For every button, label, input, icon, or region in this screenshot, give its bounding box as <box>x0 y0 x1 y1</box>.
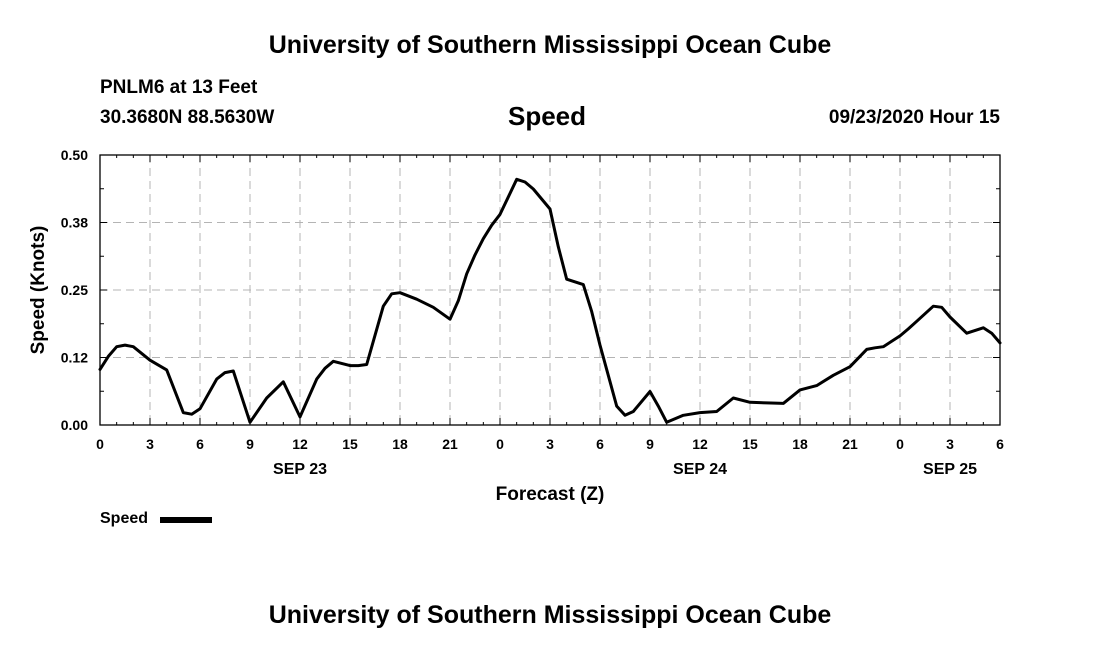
x-tick-label: 3 <box>146 436 154 452</box>
top-title: University of Southern Mississippi Ocean… <box>268 31 832 59</box>
axis-ticks <box>99 154 1001 426</box>
coordinates-label: 30.3680N 88.5630W <box>100 107 275 128</box>
forecast-datetime: 09/23/2020 Hour 15 <box>828 107 1000 128</box>
legend-label: Speed <box>100 510 149 527</box>
y-tick-label: 0.38 <box>61 215 88 231</box>
x-tick-label: 6 <box>196 436 204 452</box>
x-tick-label: 18 <box>792 436 808 452</box>
x-tick-label: 21 <box>842 436 858 452</box>
x-tick-label: 15 <box>342 436 358 452</box>
x-tick-label: 6 <box>596 436 604 452</box>
y-axis-label: Speed (Knots) <box>28 226 49 355</box>
x-tick-label: 9 <box>646 436 654 452</box>
station-label: PNLM6 at 13 Feet <box>100 77 258 98</box>
x-axis-label: Forecast (Z) <box>496 484 605 505</box>
date-label: SEP 24 <box>673 461 727 478</box>
grid-lines <box>100 155 1000 425</box>
x-tick-label: 21 <box>442 436 458 452</box>
x-tick-label: 3 <box>946 436 954 452</box>
y-tick-label: 0.00 <box>61 417 88 433</box>
chart-title: Speed <box>508 101 587 131</box>
x-tick-label: 0 <box>896 436 904 452</box>
x-tick-label: 3 <box>546 436 554 452</box>
x-tick-label: 12 <box>692 436 708 452</box>
x-tick-label: 0 <box>496 436 504 452</box>
x-tick-label: 12 <box>292 436 308 452</box>
date-label: SEP 23 <box>273 461 327 478</box>
x-tick-label: 0 <box>96 436 104 452</box>
series-layer <box>98 177 1002 424</box>
x-tick-label: 6 <box>996 436 1004 452</box>
y-tick-label: 0.50 <box>61 147 88 163</box>
bottom-title: University of Southern Mississippi Ocean… <box>268 601 832 629</box>
date-label: SEP 25 <box>923 461 977 478</box>
speed-series-line <box>98 177 1002 424</box>
x-tick-label: 15 <box>742 436 758 452</box>
legend-swatch <box>160 517 212 523</box>
x-tick-label: 18 <box>392 436 408 452</box>
axis-labels: 0 3 6 9 12 15 18 21 0 3 6 9 12 15 18 21 0 3 6 0.00 0.12 0.25 0… <box>61 147 1004 478</box>
y-tick-label: 0.12 <box>61 350 88 366</box>
y-tick-label: 0.25 <box>61 282 88 298</box>
x-tick-label: 9 <box>246 436 254 452</box>
